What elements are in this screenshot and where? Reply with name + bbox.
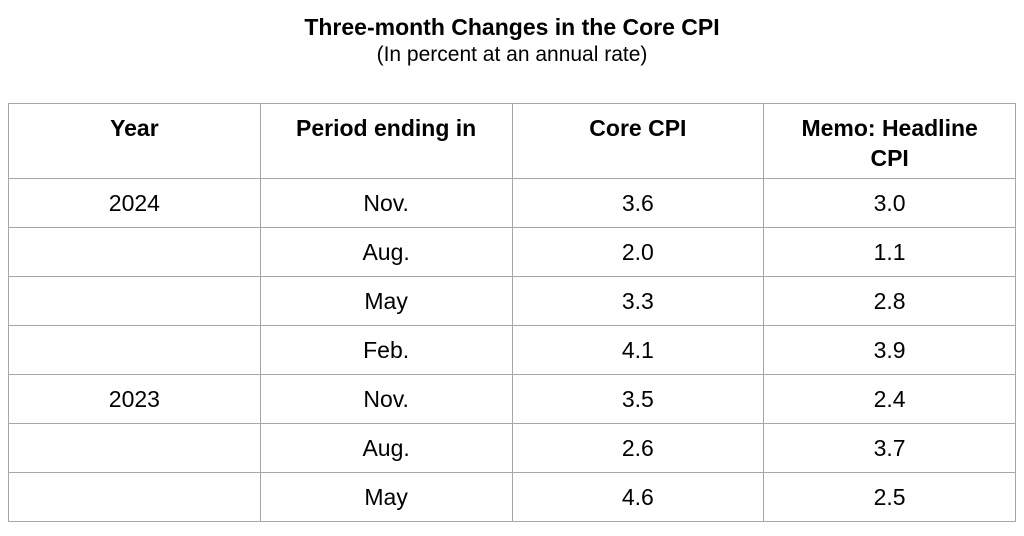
year-cell [8, 472, 261, 522]
year-cell [8, 227, 261, 277]
cpi-table: Year Period ending in Core CPI Memo: Hea… [8, 103, 1016, 522]
period-cell: May [259, 276, 513, 326]
headline-cpi-cell: 2.5 [763, 472, 1016, 522]
page-title: Three-month Changes in the Core CPI [304, 14, 720, 40]
year-cell: 2023 [8, 374, 261, 424]
column-header-core-cpi: Core CPI [511, 103, 765, 179]
core-cpi-cell: 2.0 [511, 227, 765, 277]
period-cell: Aug. [259, 227, 513, 277]
column-header-period: Period ending in [259, 103, 513, 179]
core-cpi-cell: 3.6 [511, 178, 765, 228]
headline-cpi-cell: 3.7 [763, 423, 1016, 473]
column-header-year: Year [8, 103, 261, 179]
table-row: May 3.3 2.8 [8, 276, 1016, 326]
table-row: May 4.6 2.5 [8, 472, 1016, 522]
headline-cpi-cell: 1.1 [763, 227, 1016, 277]
headline-cpi-cell: 3.0 [763, 178, 1016, 228]
table-row: Feb. 4.1 3.9 [8, 325, 1016, 375]
year-cell [8, 423, 261, 473]
year-cell: 2024 [8, 178, 261, 228]
headline-cpi-cell: 2.4 [763, 374, 1016, 424]
headline-cpi-cell: 3.9 [763, 325, 1016, 375]
period-cell: Feb. [259, 325, 513, 375]
core-cpi-cell: 2.6 [511, 423, 765, 473]
period-cell: Aug. [259, 423, 513, 473]
core-cpi-cell: 3.3 [511, 276, 765, 326]
table-row: Aug. 2.0 1.1 [8, 227, 1016, 277]
table-row: 2024 Nov. 3.6 3.0 [8, 178, 1016, 228]
headline-cpi-cell: 2.8 [763, 276, 1016, 326]
period-cell: Nov. [259, 178, 513, 228]
period-cell: Nov. [259, 374, 513, 424]
table-row: 2023 Nov. 3.5 2.4 [8, 374, 1016, 424]
column-header-headline-cpi: Memo: Headline CPI [763, 103, 1016, 179]
core-cpi-cell: 4.1 [511, 325, 765, 375]
core-cpi-cell: 3.5 [511, 374, 765, 424]
page-subtitle: (In percent at an annual rate) [376, 43, 648, 66]
year-cell [8, 325, 261, 375]
table-row: Aug. 2.6 3.7 [8, 423, 1016, 473]
year-cell [8, 276, 261, 326]
period-cell: May [259, 472, 513, 522]
header-row: Year Period ending in Core CPI Memo: Hea… [8, 103, 1016, 179]
core-cpi-cell: 4.6 [511, 472, 765, 522]
